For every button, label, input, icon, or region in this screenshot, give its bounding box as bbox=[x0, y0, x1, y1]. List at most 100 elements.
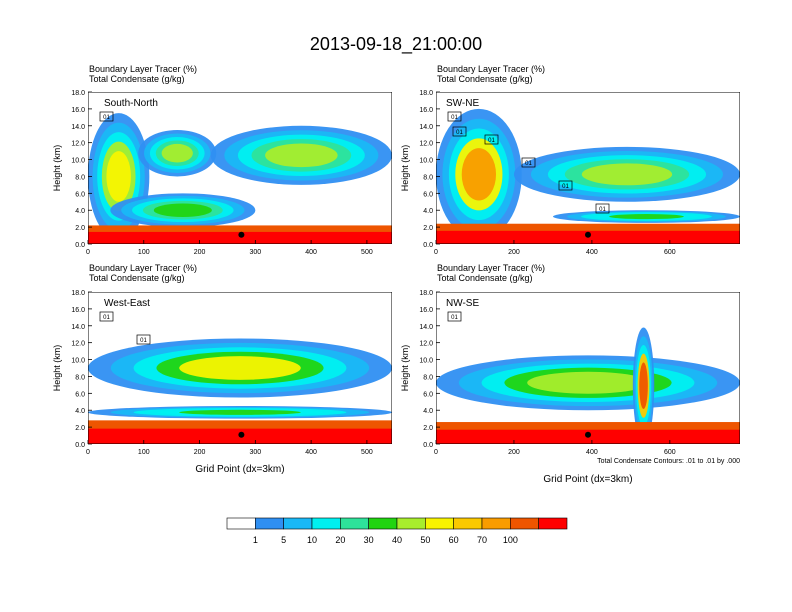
x-tick-label: 200 bbox=[508, 449, 520, 456]
y-tick-label: 12.0 bbox=[71, 341, 85, 348]
colorbar-label: 40 bbox=[392, 535, 402, 545]
y-tick-label: 4.0 bbox=[423, 208, 433, 215]
colorbar-label: 10 bbox=[307, 535, 317, 545]
y-tick-label: 6.0 bbox=[423, 391, 433, 398]
y-axis: 0.0 2.0 4.0 6.0 8.0 10.0 12.0 14.0 16.0 18.0 bbox=[71, 290, 92, 449]
x-tick-label: 300 bbox=[249, 249, 261, 256]
x-tick-label: 600 bbox=[664, 449, 676, 456]
y-axis-label: Height (km) bbox=[400, 145, 410, 192]
y-tick-label: 18.0 bbox=[419, 290, 433, 297]
y-axis: 0.0 2.0 4.0 6.0 8.0 10.0 12.0 14.0 16.0 18.0 bbox=[419, 290, 440, 449]
y-tick-label: 12.0 bbox=[419, 341, 433, 348]
panel-subtitle-condensate: Total Condensate (g/kg) bbox=[437, 74, 533, 84]
colorbar-swatch bbox=[510, 517, 539, 530]
panel-sw-ne: Boundary Layer Tracer (%) Total Condensa… bbox=[400, 64, 740, 256]
x-tick-label: 100 bbox=[138, 449, 150, 456]
plot-area: 01 01 bbox=[88, 292, 392, 444]
colorbar-swatch bbox=[368, 517, 398, 530]
colorbar-label: 70 bbox=[477, 535, 487, 545]
y-tick-label: 10.0 bbox=[419, 358, 433, 365]
contour-label: 01 bbox=[525, 161, 532, 167]
y-tick-label: 10.0 bbox=[71, 358, 85, 365]
x-tick-label: 0 bbox=[86, 249, 90, 256]
panel-subtitle-tracer: Boundary Layer Tracer (%) bbox=[89, 64, 197, 74]
colorbar-label: 100 bbox=[503, 535, 518, 545]
colorbar-swatch bbox=[283, 517, 313, 530]
y-axis-label: Height (km) bbox=[52, 345, 62, 392]
location-marker bbox=[585, 431, 591, 438]
plot-area: 01 bbox=[88, 92, 392, 244]
panel-nw-se: Boundary Layer Tracer (%) Total Condensa… bbox=[400, 263, 740, 485]
y-tick-label: 18.0 bbox=[71, 290, 85, 297]
x-tick-label: 400 bbox=[305, 249, 317, 256]
panel-label: West-East bbox=[104, 298, 150, 309]
contour-label: 01 bbox=[103, 115, 110, 121]
colorbar-label: 20 bbox=[335, 535, 345, 545]
contour-label: 01 bbox=[599, 207, 606, 213]
y-tick-label: 10.0 bbox=[71, 158, 85, 165]
contour-label-box bbox=[521, 157, 536, 168]
contour-label-box bbox=[136, 334, 151, 345]
x-tick-label: 200 bbox=[508, 249, 520, 256]
x-axis-label: Grid Point (dx=3km) bbox=[543, 474, 632, 485]
contour-label: 01 bbox=[140, 338, 147, 344]
y-tick-label: 6.0 bbox=[423, 191, 433, 198]
colorbar-label: 1 bbox=[253, 535, 258, 545]
y-tick-label: 8.0 bbox=[423, 174, 433, 181]
contour-label-box bbox=[452, 126, 467, 137]
panel-label: NW-SE bbox=[446, 298, 479, 309]
contour-label-box bbox=[99, 111, 114, 122]
panel-subtitle-condensate: Total Condensate (g/kg) bbox=[89, 273, 185, 283]
x-tick-label: 200 bbox=[194, 249, 206, 256]
y-tick-label: 16.0 bbox=[419, 107, 433, 114]
contour-label-box bbox=[447, 311, 462, 322]
x-axis-label: Grid Point (dx=3km) bbox=[195, 464, 284, 475]
condensate-layer-1-band-4 bbox=[581, 163, 673, 186]
panel-label: SW-NE bbox=[446, 98, 479, 109]
contour-label-box bbox=[595, 203, 610, 214]
x-tick-label: 400 bbox=[305, 449, 317, 456]
condensate-layer-2-band-4 bbox=[265, 143, 338, 168]
colorbar-swatch bbox=[453, 517, 483, 530]
x-tick-label: 0 bbox=[434, 449, 438, 456]
tracer-field: 01 bbox=[436, 311, 740, 444]
x-tick-label: 100 bbox=[138, 249, 150, 256]
x-tick-label: 500 bbox=[361, 249, 373, 256]
contour-label: 01 bbox=[451, 315, 458, 321]
y-tick-label: 8.0 bbox=[75, 174, 85, 181]
panel-subtitle-tracer: Boundary Layer Tracer (%) bbox=[437, 263, 545, 273]
colorbar-swatch bbox=[481, 517, 511, 530]
colorbar-swatch bbox=[538, 517, 568, 530]
y-tick-label: 18.0 bbox=[419, 90, 433, 97]
y-tick-label: 2.0 bbox=[423, 425, 433, 432]
x-tick-label: 600 bbox=[664, 249, 676, 256]
panel-subtitle-tracer: Boundary Layer Tracer (%) bbox=[437, 64, 545, 74]
y-tick-label: 14.0 bbox=[419, 124, 433, 131]
tracer-field: 01 01 bbox=[88, 311, 392, 444]
colorbar-swatch bbox=[396, 517, 426, 530]
y-tick-label: 14.0 bbox=[71, 124, 85, 131]
contour-label: 01 bbox=[456, 130, 463, 136]
y-tick-label: 2.0 bbox=[75, 425, 85, 432]
y-tick-label: 4.0 bbox=[75, 208, 85, 215]
colorbar-label: 30 bbox=[364, 535, 374, 545]
colorbar-swatch bbox=[425, 517, 454, 530]
condensate-layer-0-band-4 bbox=[106, 151, 131, 202]
condensate-layer-1-band-4 bbox=[639, 362, 648, 410]
colorbar-label: 60 bbox=[449, 535, 459, 545]
contour-label: 01 bbox=[103, 315, 110, 321]
x-axis: 0 100 200 300 400 500 bbox=[86, 440, 373, 456]
y-tick-label: 2.0 bbox=[75, 225, 85, 232]
colorbar-swatch bbox=[226, 517, 256, 530]
panel-subtitle-tracer: Boundary Layer Tracer (%) bbox=[89, 263, 197, 273]
tracer-field: 01 01 01 01 01 01 bbox=[436, 108, 740, 244]
colorbar-label: 50 bbox=[420, 535, 430, 545]
y-tick-label: 16.0 bbox=[419, 307, 433, 314]
y-tick-label: 0.0 bbox=[423, 442, 433, 449]
plot-area: 01 01 01 01 01 01 bbox=[436, 92, 740, 244]
contour-label: 01 bbox=[562, 184, 569, 190]
y-axis-label: Height (km) bbox=[400, 345, 410, 392]
colorbar-label: 5 bbox=[281, 535, 286, 545]
contour-footnote: Total Condensate Contours: .01 to .01 by… bbox=[597, 458, 740, 465]
x-tick-label: 300 bbox=[249, 449, 261, 456]
